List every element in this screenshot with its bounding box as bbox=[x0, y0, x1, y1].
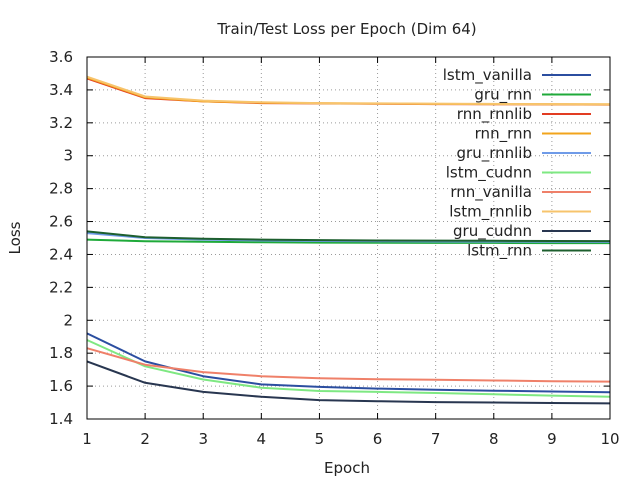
series-line-lstm_cudnn bbox=[86, 339, 611, 398]
y-tick-label: 2 bbox=[63, 311, 73, 329]
x-tick-label: 5 bbox=[315, 430, 325, 448]
legend-item-lstm_cudnn: lstm_cudnn bbox=[446, 164, 591, 183]
legend-label: lstm_rnn bbox=[467, 242, 532, 261]
y-tick-label: 3 bbox=[63, 147, 73, 165]
legend-label: rnn_rnn bbox=[475, 125, 532, 144]
y-tick-label: 1.6 bbox=[49, 377, 73, 395]
legend-label: rnn_vanilla bbox=[450, 183, 532, 202]
legend-item-gru_cudnn: gru_cudnn bbox=[453, 222, 591, 241]
tick-labels: 1 2 3 4 5 6 7 8 9 10 1.4 1.6 1.8 2 2.2 2.4 2.6 2.8 3 3.2 3.4… bbox=[49, 48, 619, 448]
legend-item-rnn_rnn: rnn_rnn bbox=[475, 125, 591, 144]
x-tick-label: 7 bbox=[431, 430, 441, 448]
y-tick-label: 2.4 bbox=[49, 245, 73, 263]
x-tick-label: 10 bbox=[600, 430, 619, 448]
legend-item-lstm_rnnlib: lstm_rnnlib bbox=[449, 203, 591, 222]
y-tick-label: 2.2 bbox=[49, 278, 73, 296]
legend-item-gru_rnnlib: gru_rnnlib bbox=[457, 144, 591, 163]
legend-label: lstm_rnnlib bbox=[449, 203, 532, 222]
legend-label: lstm_vanilla bbox=[443, 66, 532, 85]
series-line-lstm_rnnlib bbox=[86, 75, 611, 106]
series-line-rnn_vanilla bbox=[86, 347, 611, 383]
y-tick-label: 1.4 bbox=[49, 410, 73, 428]
x-tick-label: 8 bbox=[489, 430, 499, 448]
x-tick-label: 9 bbox=[547, 430, 557, 448]
y-axis-label: Loss bbox=[6, 221, 24, 254]
y-tick-label: 3.2 bbox=[49, 114, 73, 132]
legend: lstm_vanillagru_rnnrnn_rnnlibrnn_rnngru_… bbox=[443, 66, 591, 261]
series-line-lstm_rnn bbox=[86, 230, 611, 243]
legend-label: gru_cudnn bbox=[453, 222, 532, 241]
series-lines bbox=[86, 75, 611, 405]
legend-item-gru_rnn: gru_rnn bbox=[474, 86, 591, 105]
legend-item-lstm_vanilla: lstm_vanilla bbox=[443, 66, 591, 85]
legend-label: lstm_cudnn bbox=[446, 164, 532, 183]
y-tick-label: 2.6 bbox=[49, 213, 73, 231]
x-tick-label: 6 bbox=[373, 430, 383, 448]
legend-item-rnn_vanilla: rnn_vanilla bbox=[450, 183, 591, 202]
x-tick-label: 2 bbox=[140, 430, 150, 448]
y-tick-label: 2.8 bbox=[49, 180, 73, 198]
legend-label: rnn_rnnlib bbox=[457, 105, 532, 124]
y-tick-label: 3.4 bbox=[49, 81, 73, 99]
x-axis-label: Epoch bbox=[324, 459, 370, 477]
legend-label: gru_rnnlib bbox=[457, 144, 532, 163]
legend-label: gru_rnn bbox=[474, 86, 532, 105]
y-tick-label: 1.8 bbox=[49, 344, 73, 362]
x-tick-label: 1 bbox=[82, 430, 92, 448]
chart-title: Train/Test Loss per Epoch (Dim 64) bbox=[216, 20, 476, 38]
series-line-gru_rnn bbox=[86, 238, 610, 245]
legend-item-rnn_rnnlib: rnn_rnnlib bbox=[457, 105, 591, 124]
plot-frame bbox=[86, 56, 611, 420]
series-line-gru_cudnn bbox=[86, 360, 611, 405]
x-tick-label: 4 bbox=[257, 430, 267, 448]
legend-item-lstm_rnn: lstm_rnn bbox=[467, 242, 591, 261]
series-line-lstm_vanilla bbox=[86, 332, 611, 394]
y-tick-label: 3.6 bbox=[49, 48, 73, 66]
x-tick-label: 3 bbox=[198, 430, 208, 448]
